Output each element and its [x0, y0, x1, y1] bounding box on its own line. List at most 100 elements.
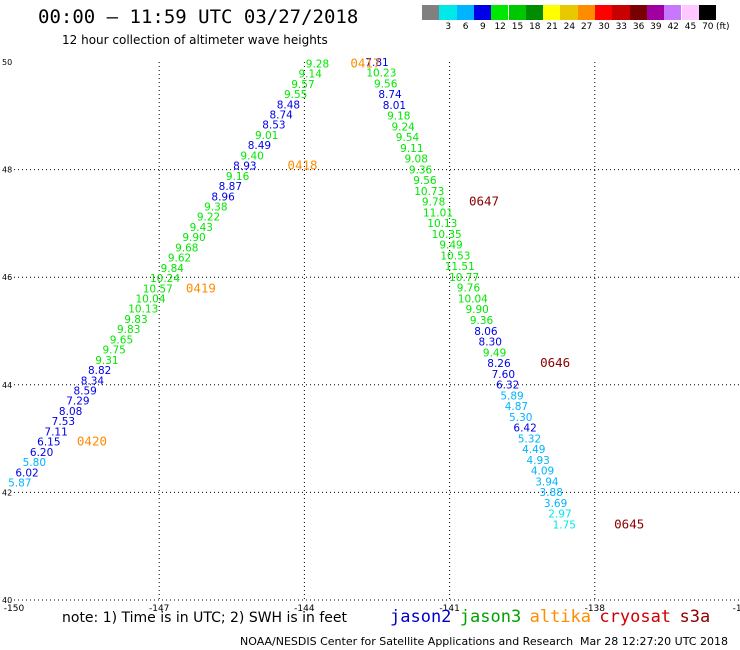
pass-time-label: 0646 — [540, 355, 570, 370]
colorbar-swatch — [456, 5, 474, 20]
axis-ticks: -150 -147 -144 -141 -138 -13 40 42 44 46 48 50 — [2, 58, 740, 614]
wave-height-label: 7.60 — [492, 369, 515, 381]
pass-time-label: 0420 — [77, 434, 107, 449]
chart-title: 00:00 – 11:59 UTC 03/27/2018 — [38, 6, 359, 28]
wave-height-label: 2.97 — [548, 509, 571, 521]
y-tick-label: 40 — [2, 596, 12, 605]
wave-height-label: 10.77 — [449, 272, 479, 284]
colorbar-tick-label: 18 — [529, 22, 541, 32]
colorbar-tick-label: 30 — [598, 22, 610, 32]
pass-time-label: 0645 — [614, 516, 644, 531]
wave-height-label: 8.48 — [277, 99, 300, 111]
wave-height-label: 9.57 — [291, 79, 314, 91]
wave-height-label: 6.32 — [496, 380, 519, 392]
colorbar-swatch — [629, 5, 647, 20]
wave-height-label: 8.01 — [383, 100, 406, 112]
units-note: note: 1) Time is in UTC; 2) SWH is in fe… — [62, 610, 348, 626]
legend-item-jason2: jason2 — [390, 607, 452, 627]
colorbar-tick-label: 33 — [615, 22, 628, 32]
legend-item-jason3: jason3 — [459, 607, 522, 627]
wave-height-label: 7.81 — [365, 57, 388, 69]
x-tick-label: -13 — [733, 604, 740, 614]
colorbar-swatch — [560, 5, 578, 20]
wave-height-label: 6.20 — [30, 447, 53, 459]
pass-time-label: 0418 — [287, 158, 317, 173]
colorbar-swatch — [681, 5, 699, 20]
wave-height-label: 9.38 — [204, 201, 227, 213]
satellite-pass-track: 7.8110.239.568.748.019.189.249.549.119.0… — [365, 57, 576, 532]
colorbar-swatch — [491, 5, 509, 20]
wave-height-label: 9.84 — [161, 263, 185, 275]
wave-height-label: 8.87 — [219, 181, 242, 193]
wave-height-label: 6.42 — [513, 423, 536, 435]
y-tick-label: 46 — [2, 273, 12, 282]
legend-item-cryosat: cryosat — [599, 607, 672, 627]
colorbar-swatch — [543, 5, 561, 20]
legend-item-altika: altika — [529, 607, 592, 627]
wave-height-label: 9.90 — [182, 232, 205, 244]
wave-height-label: 5.87 — [8, 477, 31, 489]
wave-height-label: 3.94 — [535, 476, 559, 488]
colorbar-tick-label: 21 — [546, 22, 558, 32]
wave-height-label: 9.01 — [255, 130, 278, 142]
wave-height-label: 8.30 — [479, 337, 502, 349]
wave-height-label: 9.55 — [284, 89, 307, 101]
wave-height-label: 9.28 — [306, 58, 329, 70]
satellite-pass-track: 9.289.149.579.558.488.748.539.018.499.40… — [8, 58, 329, 489]
colorbar-swatch — [577, 5, 595, 20]
wave-height-label: 1.75 — [553, 519, 576, 531]
wave-height-label: 11.01 — [423, 207, 453, 219]
y-tick-label: 48 — [2, 166, 12, 175]
wave-height-label: 9.62 — [168, 253, 191, 265]
chart-subtitle: 12 hour collection of altimeter wave hei… — [62, 33, 328, 47]
colorbar-tick-label: 6 — [462, 22, 469, 32]
colorbar-tick-label: 39 — [650, 22, 662, 32]
wave-height-label: 9.76 — [457, 283, 481, 295]
wave-height-label: 10.24 — [150, 273, 180, 285]
wave-height-label: 4.93 — [526, 455, 549, 467]
wave-height-label: 9.18 — [387, 111, 410, 123]
colorbar-swatch — [525, 5, 544, 20]
y-tick-label: 42 — [2, 488, 12, 497]
colorbar-tick-label: 27 — [580, 22, 593, 32]
wave-height-label: 5.32 — [518, 433, 541, 445]
x-tick-label: -144 — [294, 604, 315, 614]
wave-height-label: 8.93 — [233, 161, 256, 173]
wave-height-label: 9.14 — [299, 69, 323, 81]
wave-height-label: 6.15 — [37, 437, 60, 449]
x-tick-label: -138 — [585, 604, 606, 614]
wave-height-label: 7.29 — [66, 396, 89, 408]
wave-height-label: 9.40 — [240, 150, 263, 162]
wave-height-label: 9.36 — [409, 164, 433, 176]
wave-height-label: 8.34 — [81, 375, 105, 387]
grid-lines — [14, 62, 740, 601]
wave-height-label: 9.22 — [197, 212, 220, 224]
wave-height-label: 8.06 — [474, 326, 498, 338]
wave-height-label: 9.65 — [110, 334, 133, 346]
wave-height-label: 8.08 — [59, 406, 82, 418]
wave-height-label: 10.23 — [366, 68, 396, 80]
x-tick-label: -147 — [149, 604, 169, 614]
wave-height-label: 8.53 — [262, 120, 285, 132]
pass-time-label: 0647 — [469, 194, 499, 209]
colorbar-tick-label: 42 — [667, 22, 679, 32]
wave-height-label: 6.02 — [15, 467, 38, 479]
wave-height-label: 8.59 — [73, 385, 96, 397]
colorbar-tick-label: 45 — [684, 22, 697, 32]
wave-height-label: 8.49 — [248, 140, 271, 152]
colorbar-swatch — [473, 5, 492, 20]
colorbar-tick-label: 15 — [511, 22, 524, 32]
wave-height-label: 9.43 — [190, 222, 213, 234]
colorbar-swatch — [698, 5, 717, 20]
wave-height-label: 3.88 — [540, 487, 563, 499]
wave-height-label: 8.74 — [269, 109, 293, 121]
wave-height-label: 5.30 — [509, 412, 532, 424]
colorbar-tick-label: 9 — [480, 22, 486, 32]
x-tick-label: -141 — [439, 604, 459, 614]
pass-time-label: 0417 — [350, 55, 380, 70]
colorbar-swatch — [664, 5, 682, 20]
wave-height-label: 9.83 — [117, 324, 140, 336]
wave-height-label: 9.36 — [470, 315, 494, 327]
wave-height-label: 10.04 — [135, 293, 165, 305]
